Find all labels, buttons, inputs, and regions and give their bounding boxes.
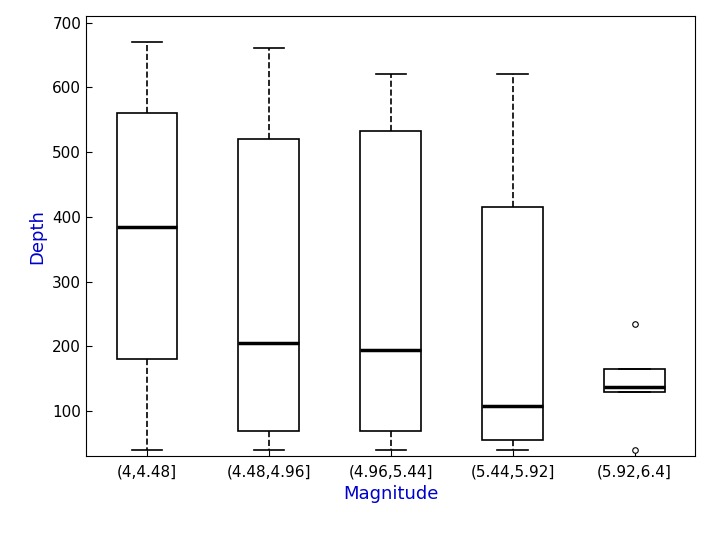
Bar	[116, 113, 178, 359]
X-axis label: Magnitude: Magnitude	[343, 485, 439, 503]
Y-axis label: Depth: Depth	[29, 209, 47, 264]
Bar	[238, 139, 300, 431]
Bar	[482, 207, 543, 440]
Bar	[604, 369, 665, 391]
Bar	[361, 130, 422, 431]
